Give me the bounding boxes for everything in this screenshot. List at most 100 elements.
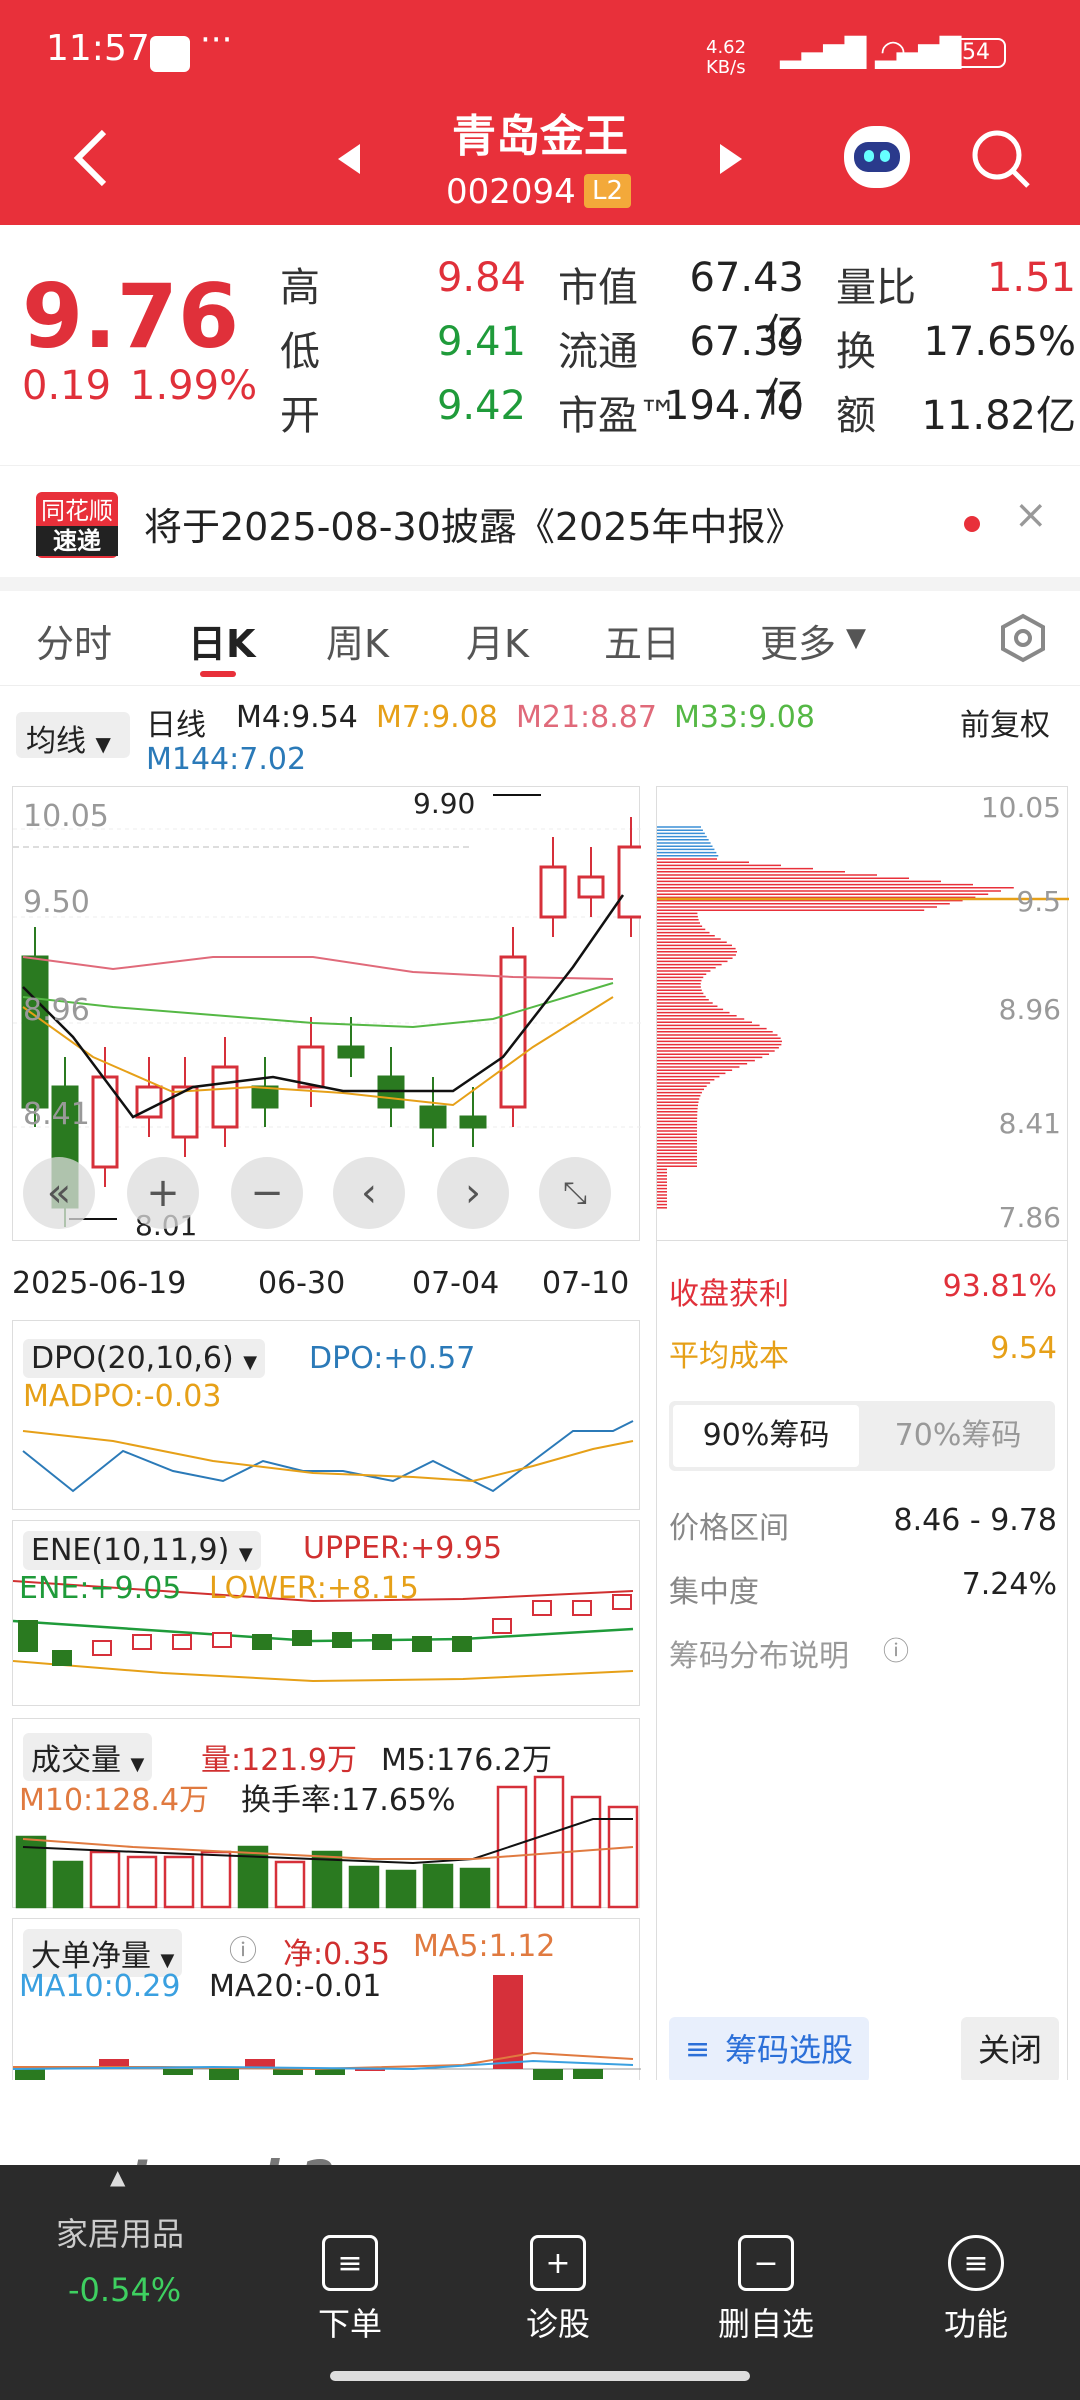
volume-bar: [459, 1867, 491, 1909]
tab-weekly-k[interactable]: 周K: [326, 622, 389, 666]
ene-candle: [452, 1636, 472, 1652]
diagnose-button[interactable]: + 诊股: [508, 2235, 608, 2345]
ene-value: ENE:+9.05: [19, 1571, 182, 1606]
sector-name[interactable]: 家居用品: [56, 2215, 185, 2253]
net-bar: [99, 2059, 129, 2069]
prev-icon[interactable]: ‹: [333, 1157, 405, 1229]
adjust-mode[interactable]: 前复权: [960, 708, 1050, 743]
list-icon: ≡: [685, 2032, 711, 2067]
volume-panel[interactable]: 成交量 ▼ 量:121.9万 M5:176.2万 M10:128.4万 换手率:…: [12, 1718, 640, 1909]
expand-up-icon[interactable]: ▲: [110, 2165, 126, 2189]
ene-select[interactable]: ENE(10,11,9) ▼: [23, 1531, 261, 1570]
tab-70-chips[interactable]: 70%筹码: [894, 1418, 1022, 1453]
turnover-label: 换手率:17.65%: [241, 1783, 456, 1818]
big-order-net: 净:0.35: [283, 1937, 390, 1972]
ene-candle: [612, 1594, 632, 1610]
ene-candle: [18, 1620, 38, 1652]
candle-body: [539, 865, 567, 919]
robot-assistant-icon[interactable]: [844, 126, 910, 188]
chip-y-label: 10.05: [980, 791, 1061, 824]
dpo-panel[interactable]: DPO(20,10,6) ▼ DPO:+0.57 MADPO:-0.03: [12, 1320, 640, 1510]
ma21: M21:8.87: [516, 700, 657, 735]
notice-text: 将于2025-08-30披露《2025年中报》: [144, 505, 804, 549]
price-range-value: 8.46 - 9.78: [893, 1503, 1058, 1538]
kline-chart[interactable]: 10.05 9.50 8.96 8.41 9.90 8.01 « + − ‹ ›…: [12, 786, 645, 1242]
ene-candle: [492, 1618, 512, 1634]
ene-candle: [372, 1634, 392, 1650]
volume-bar: [89, 1850, 121, 1909]
chip-y-label: 8.96: [998, 993, 1061, 1026]
volume-name: 成交量: [31, 1743, 121, 1778]
next-icon[interactable]: ›: [437, 1157, 509, 1229]
net-bar: [573, 2069, 603, 2079]
volume-m5-line: [22, 1818, 633, 1865]
tab-90-chips[interactable]: 90%筹码: [673, 1405, 859, 1467]
search-icon[interactable]: [970, 128, 1032, 190]
chip-y-label: 7.86: [998, 1201, 1061, 1234]
ene-panel[interactable]: ENE(10,11,9) ▼ UPPER:+9.95 ENE:+9.05 LOW…: [12, 1520, 640, 1706]
dpo-value: DPO:+0.57: [309, 1341, 476, 1376]
chip-distribution-chart[interactable]: 10.05 9.5 8.96 8.41 7.86: [656, 786, 1069, 1241]
chevron-down-icon: ▼: [160, 1950, 175, 1971]
big-order-ma5: MA5:1.12: [413, 1929, 556, 1964]
volume-bar: [607, 1805, 639, 1909]
date-label: 07-04: [412, 1266, 500, 1301]
functions-button[interactable]: ≡ 功能: [926, 2235, 1026, 2345]
fullscreen-icon[interactable]: ⤡: [539, 1157, 611, 1229]
help-icon[interactable]: ⓘ: [229, 1934, 258, 1967]
ene-mid-line: [12, 1619, 634, 1643]
zoom-out-icon[interactable]: −: [231, 1157, 303, 1229]
price-change: 0.19: [22, 363, 112, 409]
back-icon[interactable]: [70, 128, 110, 188]
ma-select[interactable]: 均线 ▼: [16, 712, 130, 759]
chevron-down-icon[interactable]: ▼: [846, 623, 866, 653]
prev-stock-icon[interactable]: [336, 142, 362, 176]
scroll-left-icon[interactable]: «: [23, 1157, 95, 1229]
ene-upper: UPPER:+9.95: [303, 1531, 503, 1566]
chip-stock-pick-button[interactable]: ≡ 筹码选股: [669, 2017, 869, 2083]
tab-daily-k[interactable]: 日K: [188, 622, 256, 666]
ene-lower-line: [12, 1660, 634, 1683]
chip-explain-link[interactable]: 筹码分布说明: [669, 1639, 849, 1674]
dpo-select[interactable]: DPO(20,10,6) ▼: [23, 1339, 266, 1378]
settings-hex-icon[interactable]: [998, 613, 1048, 663]
big-order-net-panel[interactable]: 大单净量 ▼ ⓘ 净:0.35 MA5:1.12 MA10:0.29 MA20:…: [12, 1918, 641, 2106]
volume-bar: [52, 1860, 84, 1909]
avg-cost-value: 9.54: [990, 1331, 1057, 1366]
order-button[interactable]: ≡ 下单: [300, 2235, 400, 2345]
ene-svg: [12, 1580, 634, 1683]
net-bar: [315, 2069, 345, 2075]
chevron-down-icon: ▼: [238, 1544, 253, 1565]
tab-more[interactable]: 更多: [760, 622, 837, 666]
tab-five-day[interactable]: 五日: [604, 622, 681, 666]
concentration-value: 7.24%: [961, 1567, 1057, 1602]
question-icon[interactable]: ⓘ: [883, 1637, 910, 1667]
close-button[interactable]: 关闭: [961, 2017, 1059, 2083]
price-change-pct: 1.99%: [130, 363, 258, 409]
next-stock-icon[interactable]: [718, 142, 744, 176]
big-order-select[interactable]: 大单净量 ▼: [23, 1929, 183, 1977]
home-indicator: [330, 2371, 750, 2381]
volume-bar: [422, 1863, 454, 1909]
volume-select[interactable]: 成交量 ▼: [23, 1733, 153, 1781]
tab-monthly-k[interactable]: 月K: [466, 622, 529, 666]
close-icon[interactable]: ×: [1014, 492, 1048, 538]
date-label: 2025-06-19: [12, 1266, 187, 1301]
ths-express-logo: 同花顺 速递: [36, 492, 118, 558]
wifi-icon: ◠: [880, 34, 907, 69]
tab-fenshi[interactable]: 分时: [36, 622, 113, 666]
big-order-ma10: MA10:0.29: [19, 1969, 181, 2004]
kline-type: 日线: [146, 708, 206, 743]
profit-label: 收盘获利: [669, 1277, 789, 1312]
remove-watchlist-button[interactable]: − 删自选: [706, 2235, 826, 2345]
net-bar: [163, 2069, 193, 2075]
dpo-svg: [22, 1420, 634, 1493]
volume-bar: [385, 1869, 417, 1909]
avg-cost-label: 平均成本: [669, 1339, 789, 1374]
bottom-action-bar: ▲ 家居用品 -0.54% ≡ 下单 + 诊股 − 删自选 ≡ 功能: [0, 2165, 1080, 2400]
logo-brand: 同花顺: [41, 497, 113, 525]
ene-candle: [532, 1600, 552, 1616]
zoom-in-icon[interactable]: +: [127, 1157, 199, 1229]
notice-bar[interactable]: 同花顺 速递 将于2025-08-30披露《2025年中报》 ×: [0, 465, 1080, 577]
net-bar: [209, 2069, 239, 2081]
